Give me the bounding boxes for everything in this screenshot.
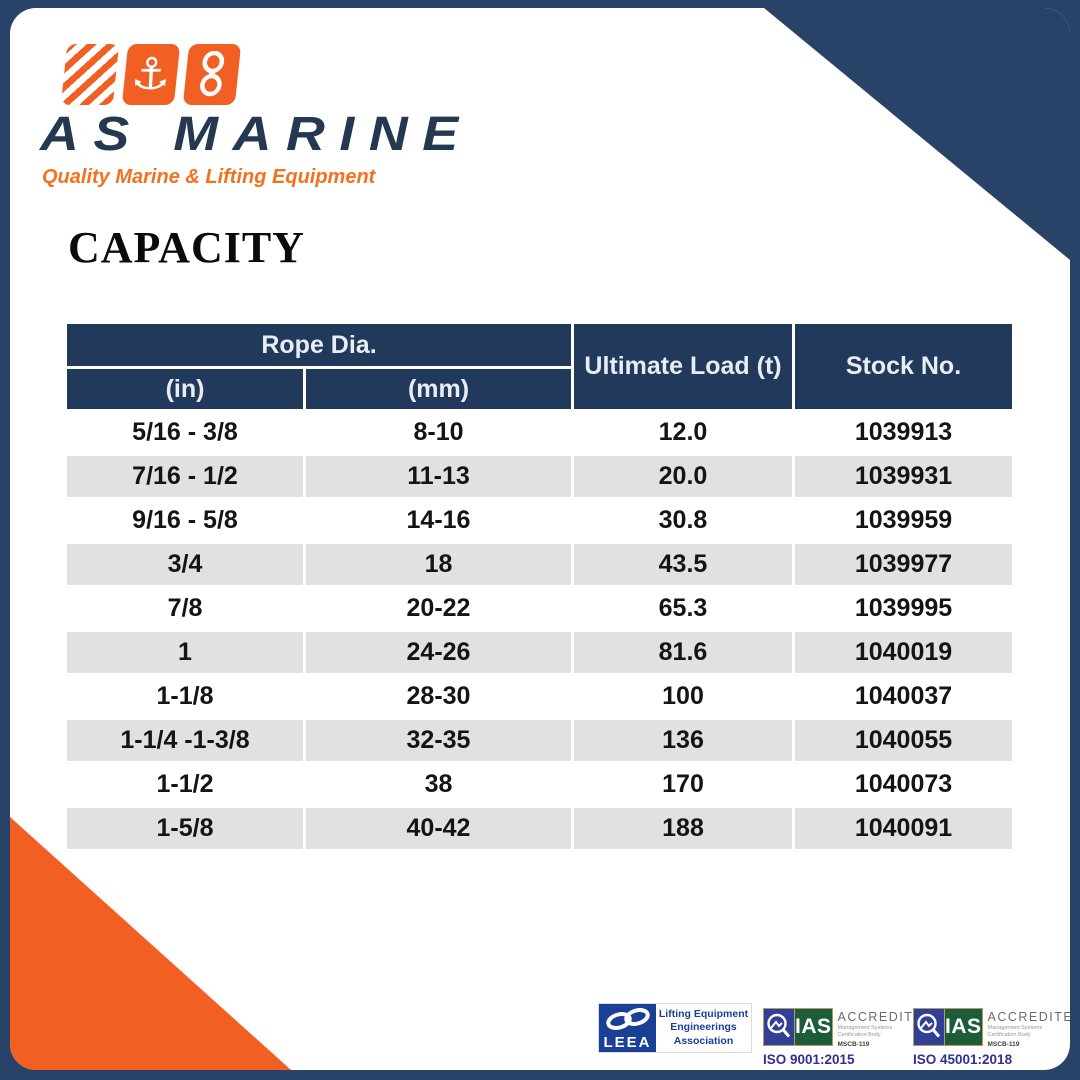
ias-magnifier-icon (913, 1008, 945, 1046)
cell-stock: 1040073 (795, 764, 1012, 805)
ias-magnifier-icon (763, 1008, 795, 1046)
cell-stock: 1039995 (795, 588, 1012, 629)
cell-mm: 20-22 (306, 588, 571, 629)
cell-mm: 28-30 (306, 676, 571, 717)
cell-stock: 1039977 (795, 544, 1012, 585)
cell-mm: 18 (306, 544, 571, 585)
cell-stock: 1040091 (795, 808, 1012, 849)
card-background: ⚓ AS MARINE Quality Marine & Lifting Equ… (10, 8, 1070, 1070)
header-ultimate-load: Ultimate Load (t) (574, 324, 792, 409)
header-unit-mm: (mm) (306, 369, 571, 409)
cell-in: 5/16 - 3/8 (67, 412, 303, 453)
page-title: CAPACITY (68, 223, 305, 272)
leea-text: Lifting Equipment Engineerings Associati… (656, 1004, 751, 1052)
leea-logo: LEEA Lifting Equipment Engineerings Asso… (598, 1003, 752, 1053)
cell-mm: 32-35 (306, 720, 571, 761)
cell-in: 9/16 - 5/8 (67, 500, 303, 541)
top-right-triangle-decoration (764, 8, 1070, 260)
ias-accredited-text: ACCREDITED (837, 1010, 934, 1024)
cell-in: 7/16 - 1/2 (67, 456, 303, 497)
cell-stock: 1039913 (795, 412, 1012, 453)
anchor-icon: ⚓ (121, 44, 181, 105)
rope-icon (60, 44, 120, 105)
cell-mm: 8-10 (306, 412, 571, 453)
ias-sub2: Certification Body (987, 1032, 1031, 1039)
iso-45001-label: ISO 45001:2018 (913, 1051, 1013, 1067)
cell-mm: 14-16 (306, 500, 571, 541)
cell-mm: 38 (306, 764, 571, 805)
chain-icon (182, 44, 242, 105)
cell-mm: 24-26 (306, 632, 571, 673)
cell-stock: 1039959 (795, 500, 1012, 541)
cell-stock: 1040055 (795, 720, 1012, 761)
ias-sub1: Management Systems (987, 1024, 1043, 1031)
cell-in: 1-5/8 (67, 808, 303, 849)
ias-code: MSCB-119 (837, 1040, 870, 1048)
cell-load: 188 (574, 808, 792, 849)
iso-9001-label: ISO 9001:2015 (763, 1051, 855, 1067)
bottom-left-triangle-decoration (10, 817, 291, 1070)
cell-stock: 1039931 (795, 456, 1012, 497)
ias-code: MSCB-119 (987, 1040, 1020, 1048)
cell-in: 1-1/8 (67, 676, 303, 717)
cell-load: 30.8 (574, 500, 792, 541)
ias-iso9001-logo: IAS ACCREDITED Management Systems Certif… (763, 1008, 932, 1067)
header-rope-dia: Rope Dia. (67, 324, 571, 366)
cell-in: 1 (67, 632, 303, 673)
cell-load: 100 (574, 676, 792, 717)
cell-load: 65.3 (574, 588, 792, 629)
leea-line2: Engineerings Association (670, 1021, 737, 1047)
cell-load: 136 (574, 720, 792, 761)
leea-line1: Lifting Equipment (658, 1007, 749, 1020)
logo-tiles: ⚓ (60, 44, 426, 105)
cell-in: 3/4 (67, 544, 303, 585)
ias-accredited-text: ACCREDITED (987, 1010, 1070, 1024)
brand-name: AS MARINE (40, 108, 473, 161)
header-unit-in: (in) (67, 369, 303, 409)
ias-label: IAS (795, 1008, 833, 1046)
cell-mm: 11-13 (306, 456, 571, 497)
cell-load: 81.6 (574, 632, 792, 673)
cell-load: 12.0 (574, 412, 792, 453)
brand-logo: ⚓ AS MARINE Quality Marine & Lifting Equ… (40, 44, 458, 189)
header-stock-no: Stock No. (795, 324, 1012, 409)
capacity-table: Rope Dia. Ultimate Load (t) Stock No. (i… (67, 324, 1012, 849)
cell-load: 43.5 (574, 544, 792, 585)
ias-iso45001-logo: IAS ACCREDITED Management Systems Certif… (913, 1008, 1070, 1067)
cell-stock: 1040019 (795, 632, 1012, 673)
leea-chain-icon: LEEA (599, 1004, 656, 1052)
cell-mm: 40-42 (306, 808, 571, 849)
ias-sub1: Management Systems (837, 1024, 893, 1031)
ias-sub2: Certification Body (837, 1032, 881, 1039)
leea-abbr: LEEA (603, 1034, 652, 1051)
cell-in: 1-1/4 -1-3/8 (67, 720, 303, 761)
cell-load: 170 (574, 764, 792, 805)
ias-label: IAS (945, 1008, 983, 1046)
cell-stock: 1040037 (795, 676, 1012, 717)
cell-in: 1-1/2 (67, 764, 303, 805)
cell-load: 20.0 (574, 456, 792, 497)
cell-in: 7/8 (67, 588, 303, 629)
brand-tagline: Quality Marine & Lifting Equipment (42, 166, 376, 188)
